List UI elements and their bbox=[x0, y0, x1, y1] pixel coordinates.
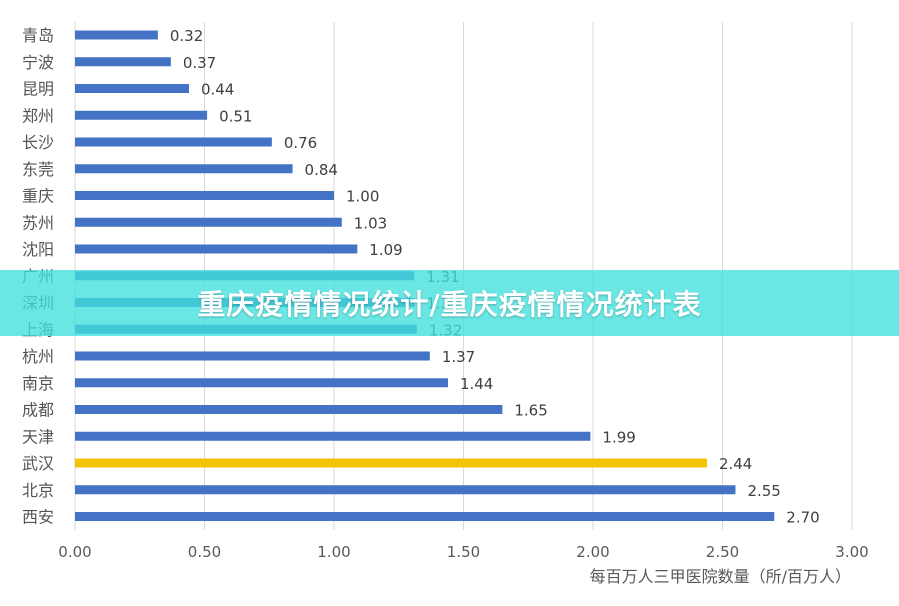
value-label: 0.32 bbox=[170, 27, 203, 45]
category-label: 西安 bbox=[22, 508, 54, 527]
category-label: 青岛 bbox=[22, 26, 54, 45]
value-label: 0.76 bbox=[284, 134, 317, 152]
x-tick-label: 2.50 bbox=[706, 543, 739, 561]
value-label: 1.99 bbox=[602, 428, 635, 446]
bar bbox=[75, 512, 775, 521]
title-banner: 重庆疫情情况统计/重庆疫情情况统计表 bbox=[0, 270, 899, 336]
value-label: 0.44 bbox=[201, 81, 234, 99]
category-label: 天津 bbox=[22, 427, 54, 446]
banner-title: 重庆疫情情况统计/重庆疫情情况统计表 bbox=[197, 288, 702, 321]
bar bbox=[75, 485, 736, 495]
x-axis-title: 每百万人三甲医院数量（所/百万人） bbox=[590, 567, 851, 586]
x-tick-label: 3.00 bbox=[835, 543, 868, 561]
x-tick-label: 1.50 bbox=[447, 543, 480, 561]
value-label: 1.37 bbox=[442, 348, 475, 366]
bar bbox=[75, 30, 158, 40]
bar bbox=[75, 84, 189, 93]
category-label: 重庆 bbox=[22, 187, 54, 206]
bar bbox=[75, 244, 358, 254]
category-label: 郑州 bbox=[22, 106, 54, 125]
category-label: 苏州 bbox=[22, 213, 54, 232]
bar bbox=[75, 110, 208, 120]
value-label: 0.84 bbox=[305, 161, 338, 179]
bar bbox=[75, 405, 503, 414]
bar bbox=[75, 431, 591, 441]
value-label: 1.44 bbox=[460, 375, 493, 393]
category-label: 长沙 bbox=[22, 133, 54, 152]
x-tick-label: 0.00 bbox=[58, 543, 91, 561]
value-label: 1.65 bbox=[514, 402, 547, 420]
category-label: 沈阳 bbox=[22, 240, 54, 259]
value-label: 2.55 bbox=[747, 482, 780, 500]
category-label: 北京 bbox=[22, 481, 54, 500]
bar bbox=[75, 57, 171, 67]
x-tick-label: 2.00 bbox=[576, 543, 609, 561]
bar bbox=[75, 378, 448, 388]
category-label: 东莞 bbox=[22, 160, 54, 179]
x-tick-label: 1.00 bbox=[317, 543, 350, 561]
value-label: 1.09 bbox=[369, 241, 402, 259]
value-label: 1.00 bbox=[346, 188, 379, 206]
bar bbox=[75, 137, 272, 147]
bar bbox=[75, 351, 430, 361]
bar bbox=[75, 217, 342, 227]
bar bbox=[75, 458, 707, 468]
value-label: 0.37 bbox=[183, 54, 216, 72]
category-label: 杭州 bbox=[22, 347, 54, 366]
bar bbox=[75, 191, 334, 200]
value-label: 1.03 bbox=[354, 214, 387, 232]
category-label: 宁波 bbox=[22, 53, 54, 72]
value-label: 0.51 bbox=[219, 107, 252, 125]
category-label: 南京 bbox=[22, 374, 54, 393]
value-label: 2.44 bbox=[719, 455, 752, 473]
value-label: 2.70 bbox=[786, 509, 819, 527]
category-label: 昆明 bbox=[22, 80, 54, 99]
category-label: 成都 bbox=[22, 401, 54, 420]
x-tick-label: 0.50 bbox=[188, 543, 221, 561]
category-label: 武汉 bbox=[22, 454, 54, 473]
bar bbox=[75, 164, 293, 174]
